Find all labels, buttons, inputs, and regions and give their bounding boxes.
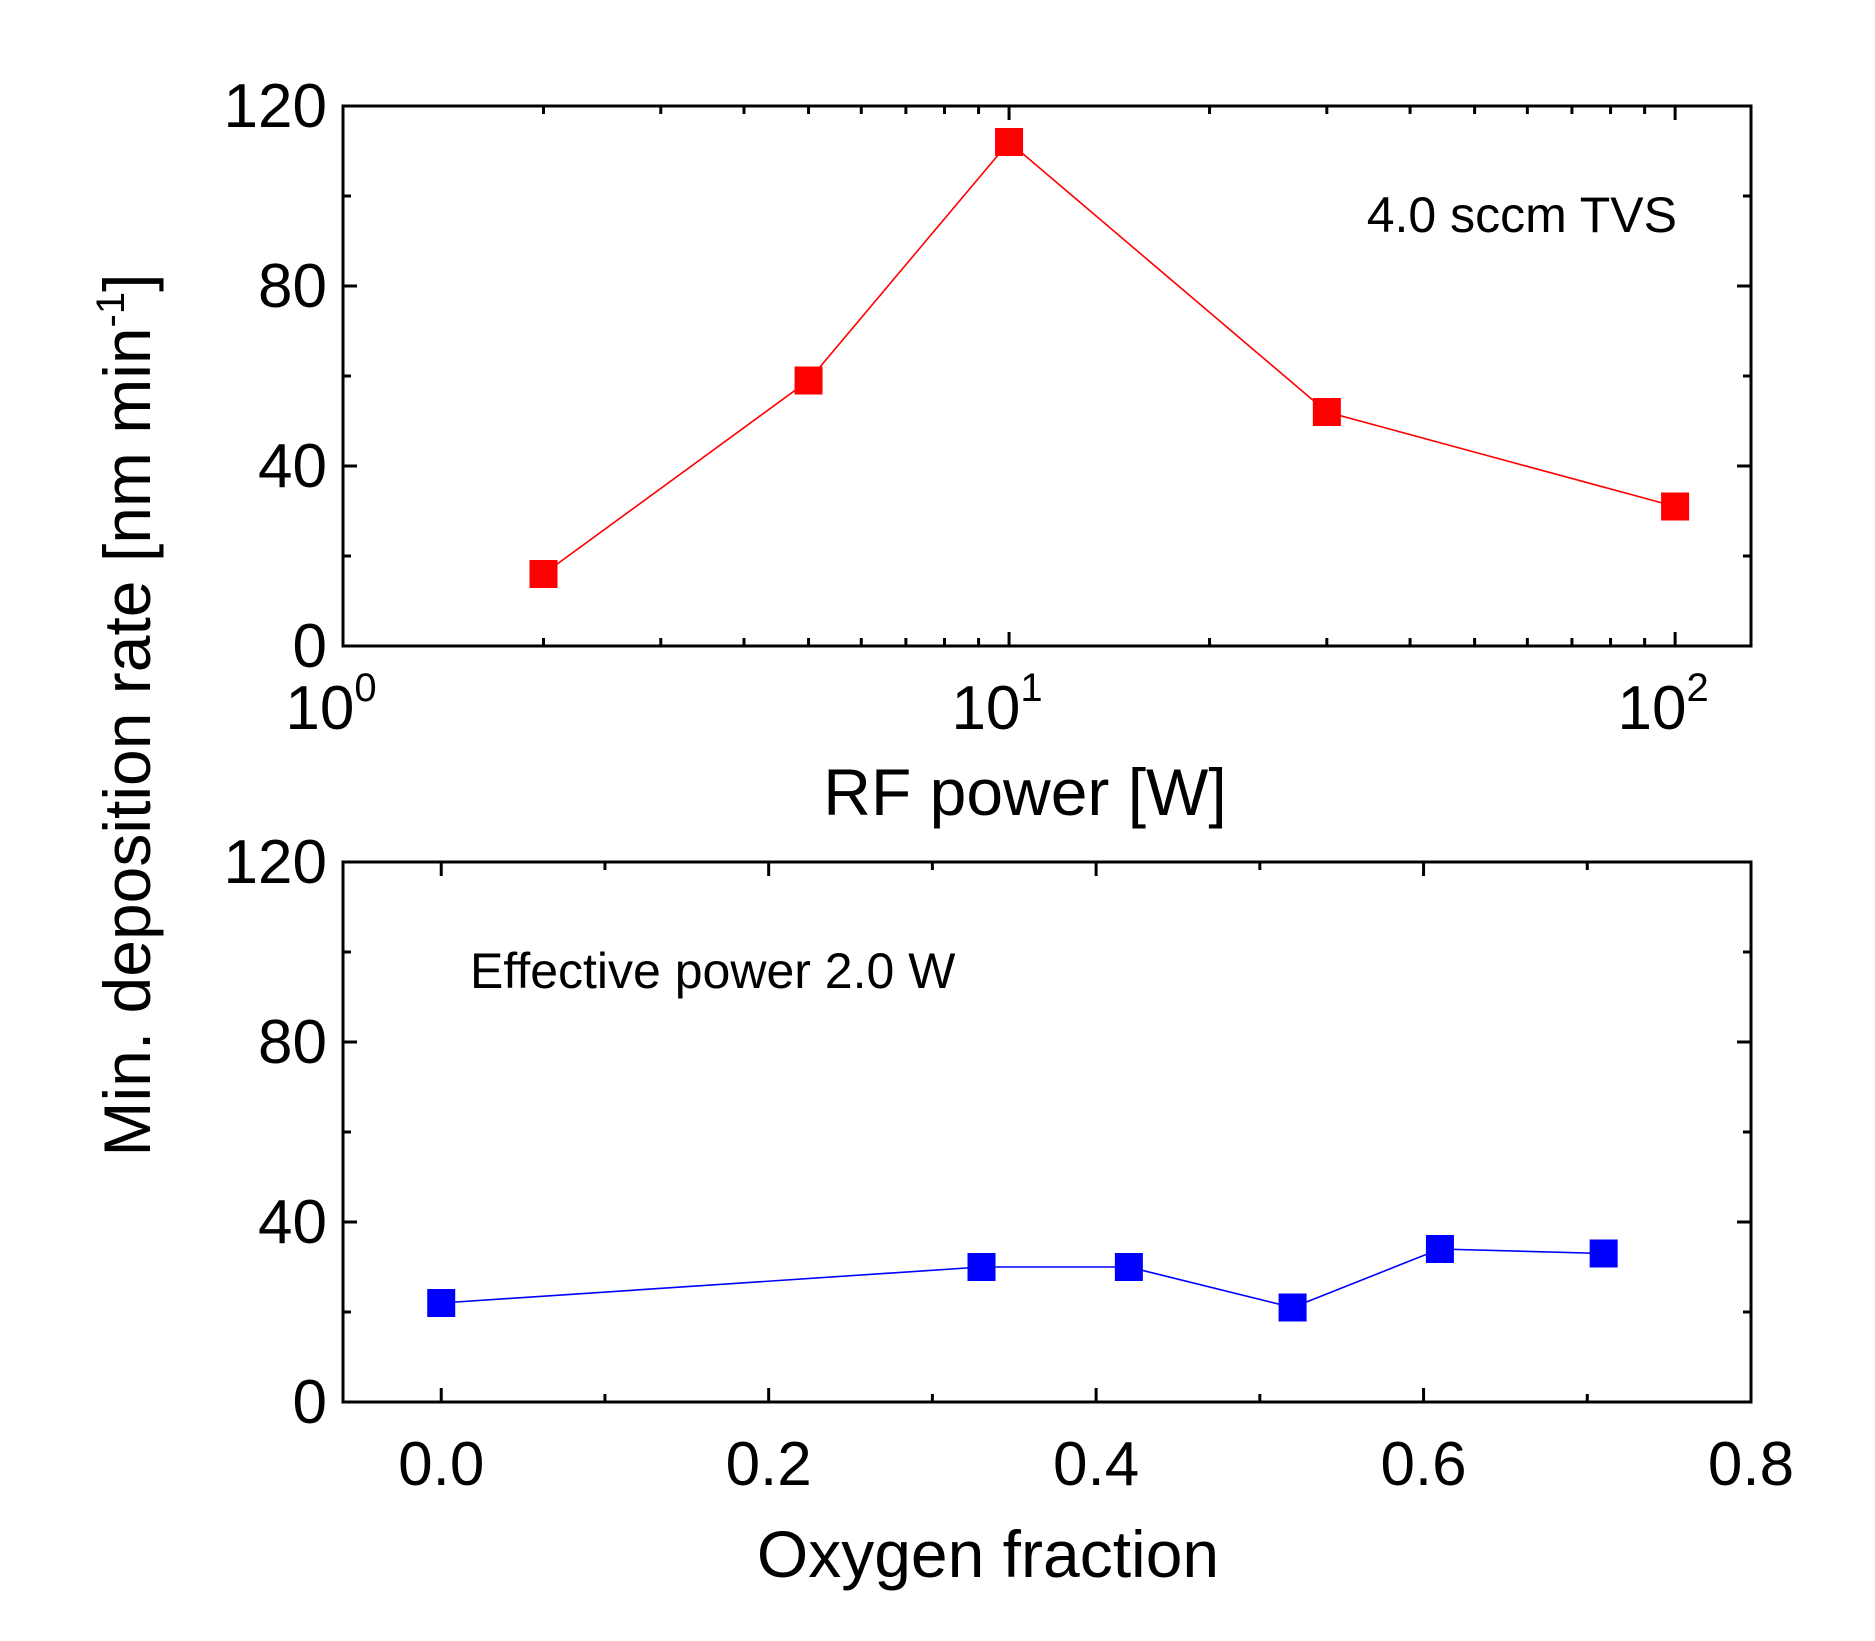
rf-power-data-point <box>1312 398 1341 426</box>
oxygen-fraction-x-tick-label: 0.4 <box>1053 1430 1139 1499</box>
oxygen-fraction-data-point <box>1425 1235 1454 1263</box>
oxygen-fraction-data-point <box>427 1289 456 1317</box>
rf-power-y-tick-labels: 0 40 80 120 <box>224 72 327 681</box>
oxygen-fraction-y-tick-labels: 0 40 80 120 <box>224 828 327 1437</box>
shared-y-axis-label-close: ] <box>90 274 164 292</box>
rf-power-data-point <box>995 128 1024 156</box>
shared-y-axis-label-main: Min. deposition rate [nm min <box>90 327 164 1156</box>
shared-y-axis-label: Min. deposition rate [nm min-1] <box>89 274 164 1157</box>
rf-power-x-axis-label: RF power [W] <box>823 755 1226 829</box>
rf-power-x-tick-label: 100 <box>285 666 376 743</box>
oxygen-fraction-series-markers <box>427 1235 1618 1322</box>
oxygen-fraction-series-lines <box>441 1248 1604 1309</box>
rf-power-y-tick-label: 80 <box>258 252 327 321</box>
rf-power-data-point <box>1661 492 1690 521</box>
rf-power-ticks <box>341 104 1751 648</box>
rf-power-data-point <box>529 560 558 588</box>
oxygen-fraction-annotation: Effective power 2.0 W <box>470 943 956 999</box>
rf-power-annotation: 4.0 sccm TVS <box>1367 187 1677 243</box>
oxygen-fraction-ticks <box>343 860 1753 1404</box>
oxygen-fraction-y-tick-label: 0 <box>293 1368 327 1437</box>
rf-power-data-point <box>794 366 823 395</box>
oxygen-fraction-x-tick-label: 0.2 <box>726 1430 812 1499</box>
oxygen-fraction-series-line <box>441 1248 1604 1309</box>
rf-power-panel: 0 40 80 120 100 101 102 RF power [W] 4.0 sccm… <box>224 72 1753 829</box>
oxygen-fraction-x-axis-label: Oxygen fraction <box>757 1517 1219 1591</box>
oxygen-fraction-x-tick-label: 0.0 <box>398 1430 484 1499</box>
oxygen-fraction-x-tick-label: 0.6 <box>1380 1430 1466 1499</box>
rf-power-series-markers <box>529 128 1690 588</box>
oxygen-fraction-y-tick-label: 40 <box>258 1188 327 1257</box>
oxygen-fraction-data-point <box>1589 1239 1618 1268</box>
oxygen-fraction-y-tick-label: 120 <box>224 828 327 897</box>
rf-power-y-tick-label: 120 <box>224 72 327 141</box>
oxygen-fraction-data-point <box>967 1253 996 1281</box>
oxygen-fraction-data-point <box>1114 1253 1143 1281</box>
rf-power-y-tick-label: 0 <box>293 612 327 681</box>
rf-power-x-tick-label: 102 <box>1617 666 1708 743</box>
rf-power-x-tick-label: 101 <box>951 666 1042 743</box>
oxygen-fraction-x-tick-labels: 0.0 0.2 0.4 0.6 0.8 <box>398 1430 1794 1499</box>
oxygen-fraction-panel: 0 40 80 120 0.0 0.2 0.4 0.6 0.8 Oxygen fraction… <box>224 828 1795 1591</box>
rf-power-x-tick-labels: 100 101 102 <box>285 666 1708 743</box>
oxygen-fraction-y-tick-label: 80 <box>258 1008 327 1077</box>
oxygen-fraction-x-tick-label: 0.8 <box>1708 1430 1794 1499</box>
shared-y-axis-label-sup: -1 <box>89 292 133 328</box>
oxygen-fraction-data-point <box>1278 1293 1307 1322</box>
rf-power-y-tick-label: 40 <box>258 432 327 501</box>
